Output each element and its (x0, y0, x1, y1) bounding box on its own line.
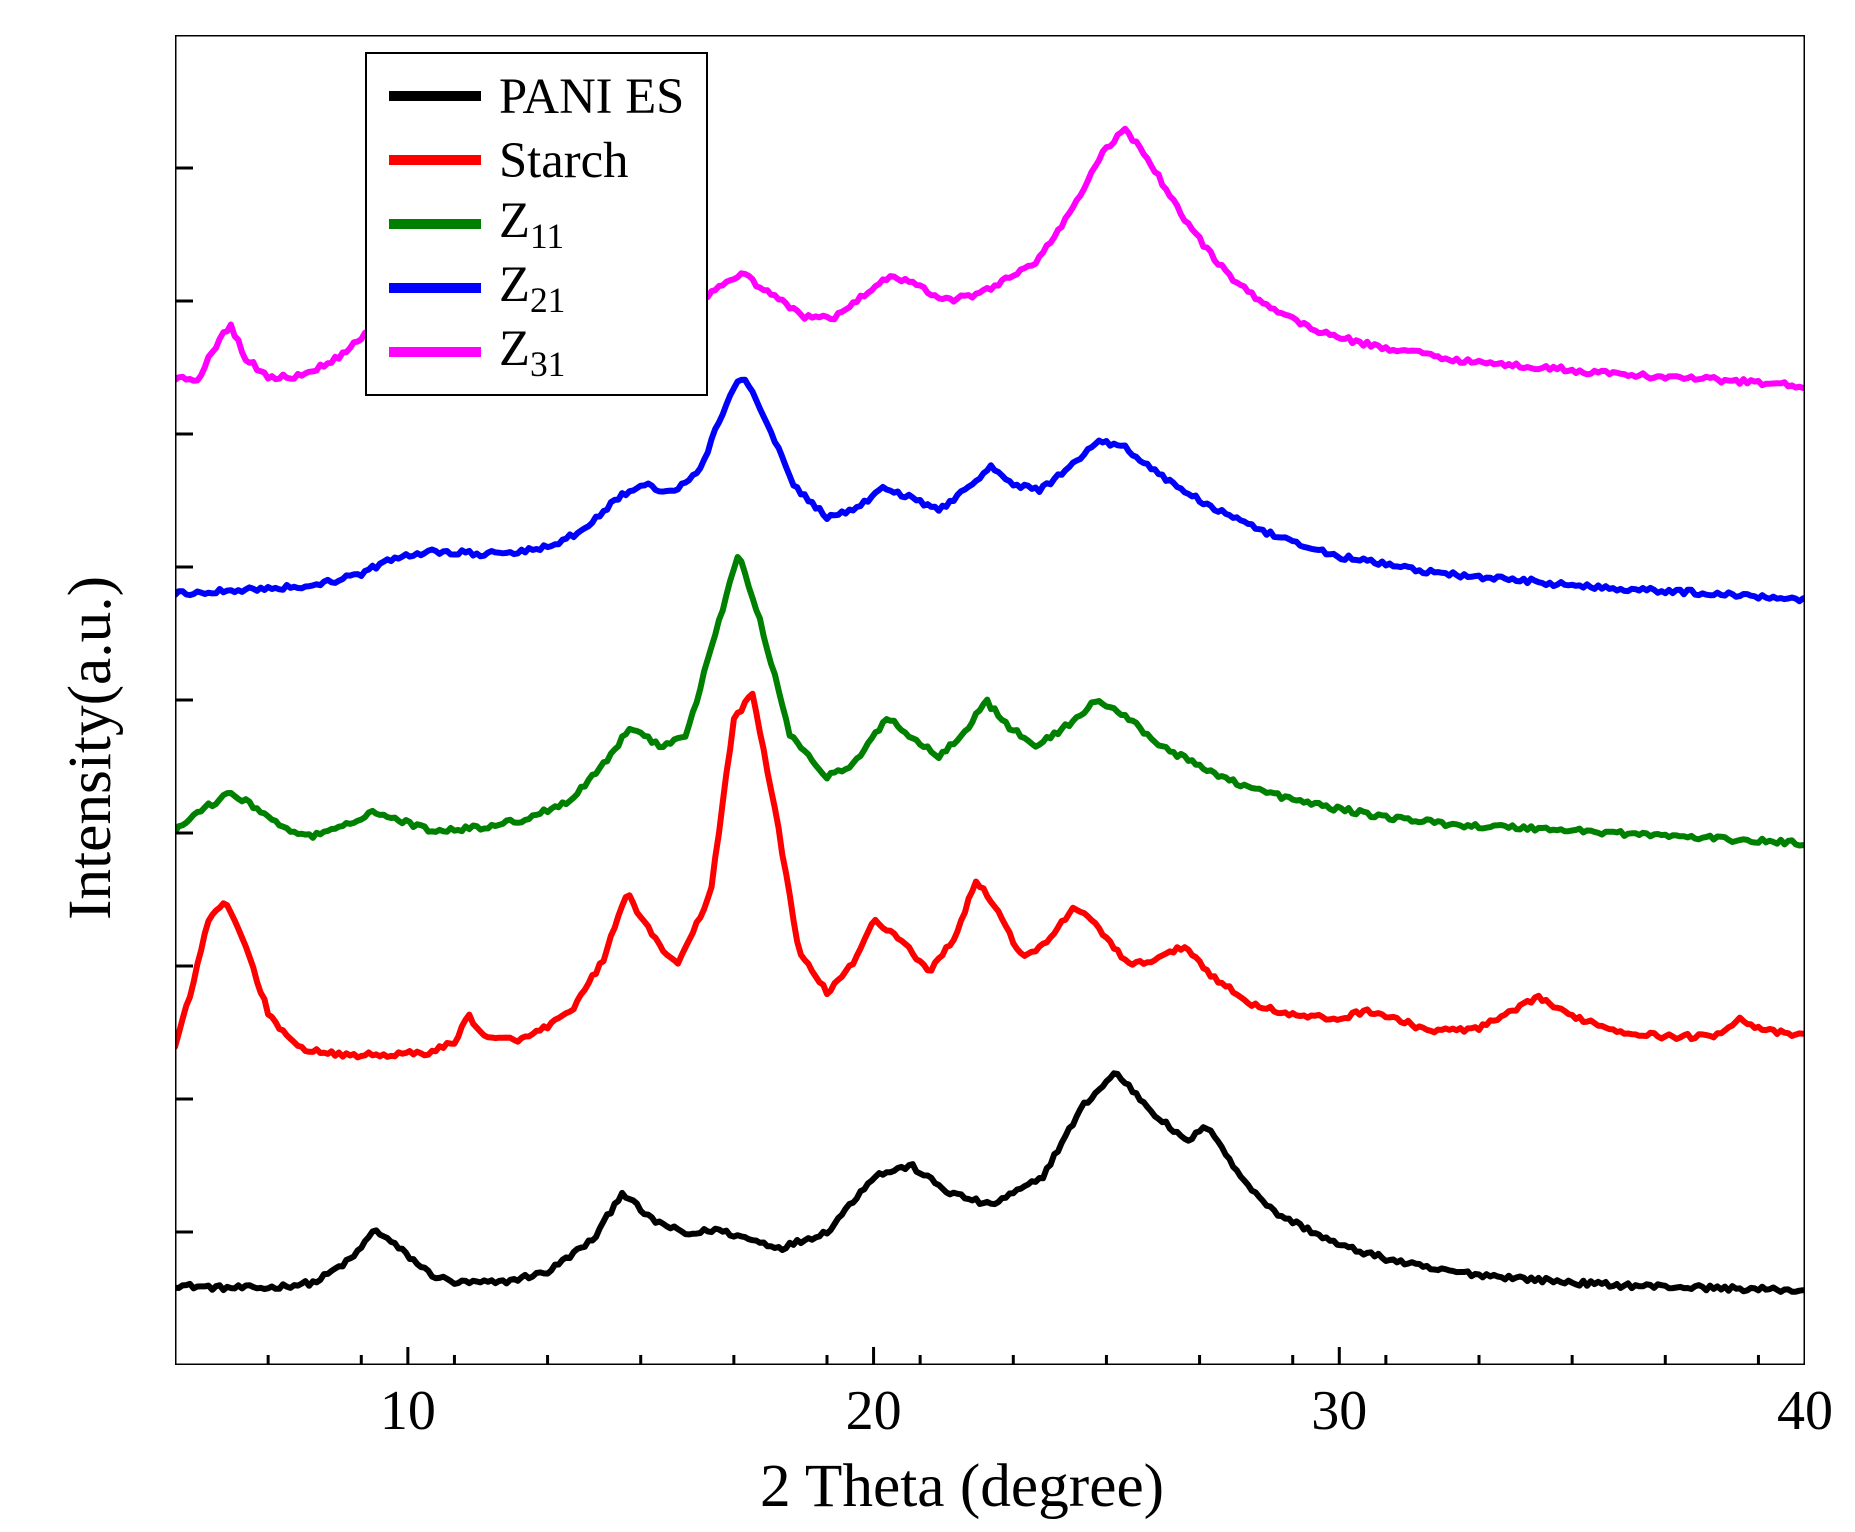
legend-item: Starch (389, 128, 684, 192)
xrd-figure: Intensity(a.u.) 2 Theta (degree) 10 20 30 4… (0, 0, 1855, 1532)
legend-label: PANI ES (499, 67, 684, 125)
legend-label: Starch (499, 131, 628, 189)
series-pani-es (175, 1073, 1803, 1292)
legend-item: Z21 (389, 256, 684, 320)
legend-swatch (389, 155, 481, 165)
legend-swatch (389, 347, 481, 357)
legend-swatch (389, 283, 481, 293)
series-z11 (175, 557, 1803, 846)
legend-item: Z31 (389, 320, 684, 384)
legend-item: Z11 (389, 192, 684, 256)
series-starch (175, 694, 1803, 1058)
x-tick-label: 10 (358, 1379, 458, 1443)
x-tick-label: 20 (824, 1379, 924, 1443)
legend-swatch (389, 219, 481, 229)
legend-swatch (389, 91, 481, 101)
x-tick-label: 30 (1289, 1379, 1389, 1443)
x-axis-label: 2 Theta (degree) (760, 1451, 1164, 1522)
series-z21 (175, 380, 1803, 602)
y-axis-label: Intensity(a.u.) (55, 576, 126, 920)
x-tick-label: 40 (1755, 1379, 1855, 1443)
legend-label: Z31 (499, 319, 565, 385)
legend: PANI ES StarchZ11Z21Z31 (365, 52, 708, 396)
legend-label: Z21 (499, 255, 565, 321)
legend-item: PANI ES (389, 64, 684, 128)
legend-label: Z11 (499, 191, 564, 257)
